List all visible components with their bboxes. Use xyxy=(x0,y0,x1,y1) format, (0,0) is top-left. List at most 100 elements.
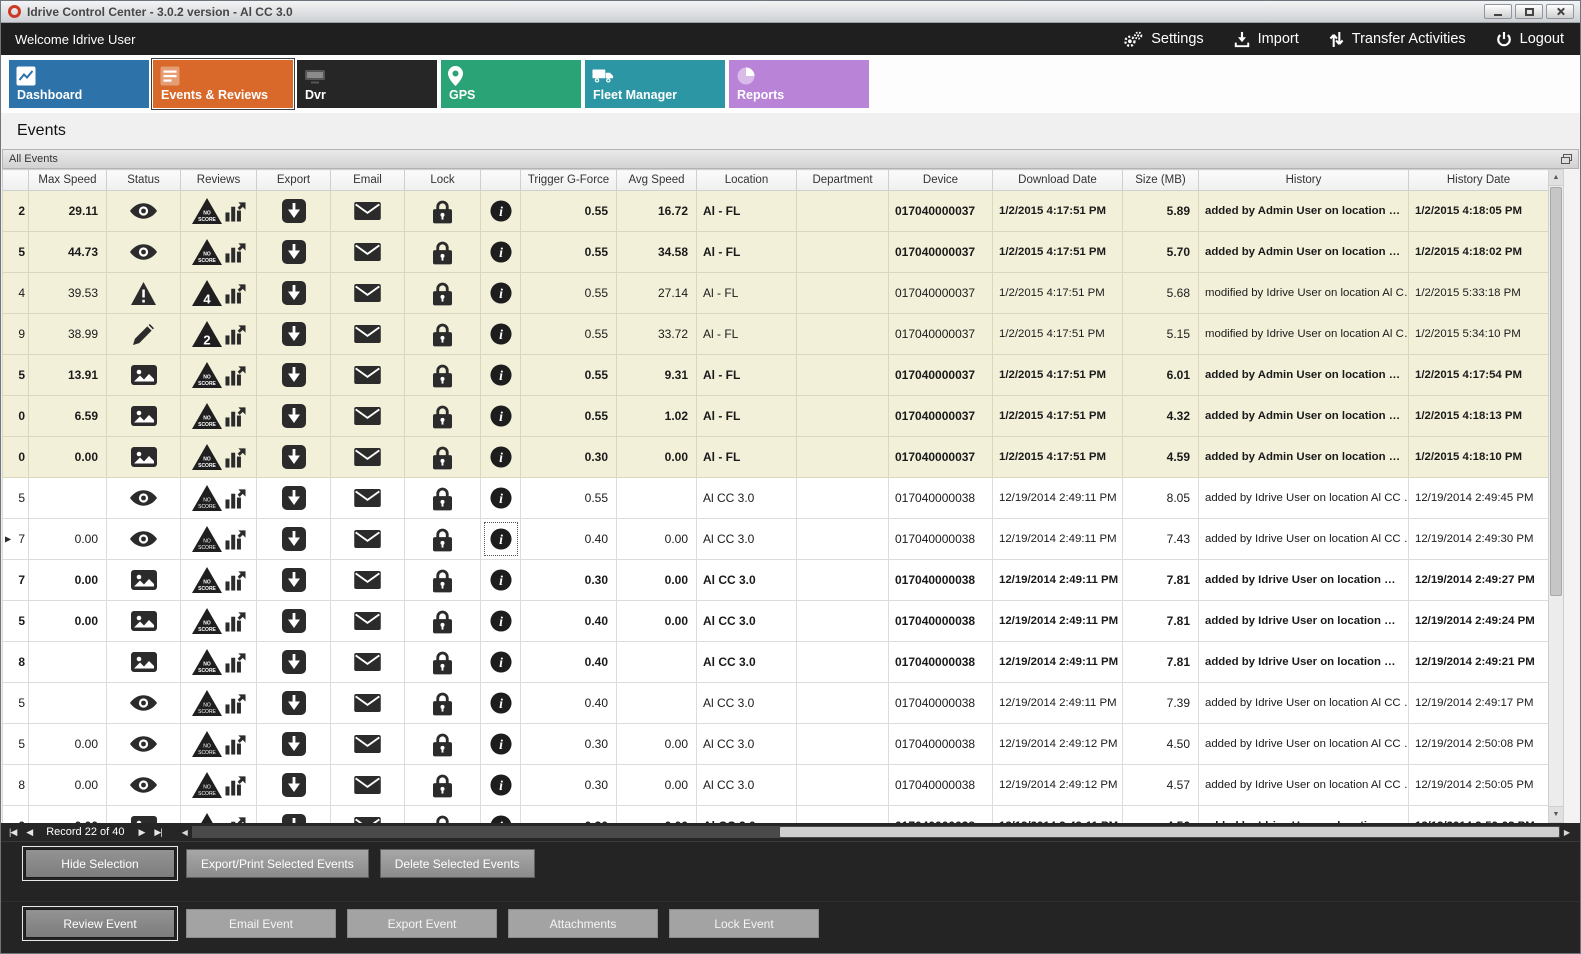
cell-status[interactable] xyxy=(106,723,181,765)
table-row[interactable]: 4 39.53 4 i 0.55 27.14 Al - FL 017040000037 1/2/… xyxy=(2,272,1549,314)
vertical-scroll-track[interactable] xyxy=(1549,186,1563,806)
table-row[interactable]: 5 NO SCORE i 0.40 Al CC 3.0 017040000038 12/19/… xyxy=(2,682,1549,724)
cell-size-mb[interactable]: 7.81 xyxy=(1122,641,1199,683)
cell-device[interactable]: 017040000038 xyxy=(888,723,993,765)
cell-avg-speed[interactable]: 33.72 xyxy=(616,313,697,355)
cell-avg-speed[interactable]: 9.31 xyxy=(616,354,697,396)
cell-status[interactable] xyxy=(106,436,181,478)
cell-department[interactable] xyxy=(796,395,889,437)
cell-trigger-g-force[interactable]: 0.55 xyxy=(520,395,617,437)
cell-info[interactable]: i xyxy=(480,313,521,355)
cell-history[interactable]: added by Idrive User on location Al CC … xyxy=(1198,518,1409,560)
cell-max-speed[interactable]: 13.91 xyxy=(28,354,107,396)
cell-email[interactable] xyxy=(330,805,405,823)
cell-location[interactable]: Al CC 3.0 xyxy=(696,764,797,806)
cell-size-mb[interactable]: 4.59 xyxy=(1122,436,1199,478)
cell-device[interactable]: 017040000037 xyxy=(888,231,993,273)
cell-device[interactable]: 017040000037 xyxy=(888,190,993,232)
cell-size-mb[interactable]: 7.43 xyxy=(1122,518,1199,560)
cell-history[interactable]: added by Idrive User on location … xyxy=(1198,600,1409,642)
cell-status[interactable] xyxy=(106,682,181,724)
cell-avg-speed[interactable] xyxy=(616,682,697,724)
cell-id-fragment[interactable]: 5 xyxy=(2,477,29,519)
cell-department[interactable] xyxy=(796,313,889,355)
cell-history[interactable]: added by Idrive User on location Al CC … xyxy=(1198,723,1409,765)
cell-download-date[interactable]: 1/2/2015 4:17:51 PM xyxy=(992,436,1123,478)
cell-location[interactable]: Al CC 3.0 xyxy=(696,477,797,519)
cell-status[interactable] xyxy=(106,354,181,396)
cell-lock[interactable] xyxy=(404,477,481,519)
cell-history[interactable]: added by Idrive User on location … xyxy=(1198,559,1409,601)
table-row[interactable]: 9 38.99 2 i 0.55 33.72 Al - FL 017040000037 1/2/… xyxy=(2,313,1549,355)
cell-history[interactable]: added by Idrive User on location Al CC … xyxy=(1198,764,1409,806)
cell-lock[interactable] xyxy=(404,395,481,437)
table-row[interactable]: 7 0.00 NO SCORE i 0.30 0.00 Al CC 3.0 0170400000… xyxy=(2,559,1549,601)
cell-lock[interactable] xyxy=(404,190,481,232)
cell-device[interactable]: 017040000038 xyxy=(888,518,993,560)
cell-lock[interactable] xyxy=(404,518,481,560)
cell-status[interactable] xyxy=(106,641,181,683)
cell-size-mb[interactable]: 7.81 xyxy=(1122,600,1199,642)
cell-avg-speed[interactable]: 16.72 xyxy=(616,190,697,232)
cell-trigger-g-force[interactable]: 0.55 xyxy=(520,190,617,232)
cell-history[interactable]: added by Idrive User on location … xyxy=(1198,805,1409,823)
cell-max-speed[interactable]: 6.59 xyxy=(28,395,107,437)
table-row[interactable]: 8 NO SCORE i 0.40 Al CC 3.0 017040000038 12/19/… xyxy=(2,641,1549,683)
cell-department[interactable] xyxy=(796,272,889,314)
cell-department[interactable] xyxy=(796,805,889,823)
column-header-row-indicator[interactable] xyxy=(2,169,29,191)
cell-history-date[interactable]: 12/19/2014 2:49:27 PM xyxy=(1408,559,1549,601)
cell-department[interactable] xyxy=(796,436,889,478)
cell-location[interactable]: Al - FL xyxy=(696,436,797,478)
cell-lock[interactable] xyxy=(404,682,481,724)
table-row[interactable]: 5 0.00 NO SCORE i 0.40 0.00 Al CC 3.0 0170400000… xyxy=(2,600,1549,642)
cell-trigger-g-force[interactable]: 0.30 xyxy=(520,764,617,806)
cell-info[interactable]: i xyxy=(480,231,521,273)
column-header-size-mb[interactable]: Size (MB) xyxy=(1122,169,1199,191)
cell-history[interactable]: added by Idrive User on location Al CC … xyxy=(1198,682,1409,724)
cell-info[interactable]: i xyxy=(480,436,521,478)
panel-restore-icon[interactable] xyxy=(1561,154,1572,164)
cell-location[interactable]: Al CC 3.0 xyxy=(696,641,797,683)
cell-max-speed[interactable]: 29.11 xyxy=(28,190,107,232)
table-row[interactable]: 0 0.00 NO SCORE i 0.30 0.00 Al - FL 017040000037… xyxy=(2,436,1549,478)
table-row[interactable]: ▶ 7 0.00 NO SCORE i 0.40 0.00 Al CC 3.0 017040000… xyxy=(2,518,1549,560)
cell-location[interactable]: Al - FL xyxy=(696,190,797,232)
tab-dashboard[interactable]: Dashboard xyxy=(9,60,149,108)
cell-device[interactable]: 017040000038 xyxy=(888,641,993,683)
cell-export[interactable] xyxy=(256,354,331,396)
cell-history-date[interactable]: 12/19/2014 2:49:45 PM xyxy=(1408,477,1549,519)
cell-email[interactable] xyxy=(330,354,405,396)
cell-status[interactable] xyxy=(106,395,181,437)
cell-trigger-g-force[interactable]: 0.40 xyxy=(520,518,617,560)
cell-device[interactable]: 017040000038 xyxy=(888,764,993,806)
cell-email[interactable] xyxy=(330,518,405,560)
cell-history[interactable]: added by Admin User on location … xyxy=(1198,436,1409,478)
cell-info[interactable]: i xyxy=(480,805,521,823)
cell-status[interactable] xyxy=(106,518,181,560)
scroll-down-icon[interactable]: ▼ xyxy=(1549,806,1563,822)
cell-size-mb[interactable]: 5.70 xyxy=(1122,231,1199,273)
cell-location[interactable]: Al - FL xyxy=(696,354,797,396)
cell-device[interactable]: 017040000037 xyxy=(888,395,993,437)
cell-export[interactable] xyxy=(256,682,331,724)
cell-device[interactable]: 017040000038 xyxy=(888,600,993,642)
cell-id-fragment[interactable]: 0 xyxy=(2,436,29,478)
cell-email[interactable] xyxy=(330,641,405,683)
column-header-status[interactable]: Status xyxy=(106,169,181,191)
cell-trigger-g-force[interactable]: 0.55 xyxy=(520,477,617,519)
tab-events-reviews[interactable]: Events & Reviews xyxy=(151,58,295,110)
hide-selection-button[interactable]: Hide Selection xyxy=(22,846,178,881)
cell-history-date[interactable]: 1/2/2015 4:18:02 PM xyxy=(1408,231,1549,273)
scroll-left-icon[interactable]: ◀ xyxy=(181,827,188,837)
cell-department[interactable] xyxy=(796,518,889,560)
cell-location[interactable]: Al CC 3.0 xyxy=(696,682,797,724)
cell-lock[interactable] xyxy=(404,764,481,806)
column-header-export[interactable]: Export xyxy=(256,169,331,191)
cell-download-date[interactable]: 1/2/2015 4:17:51 PM xyxy=(992,313,1123,355)
cell-info[interactable]: i xyxy=(480,600,521,642)
cell-location[interactable]: Al - FL xyxy=(696,272,797,314)
